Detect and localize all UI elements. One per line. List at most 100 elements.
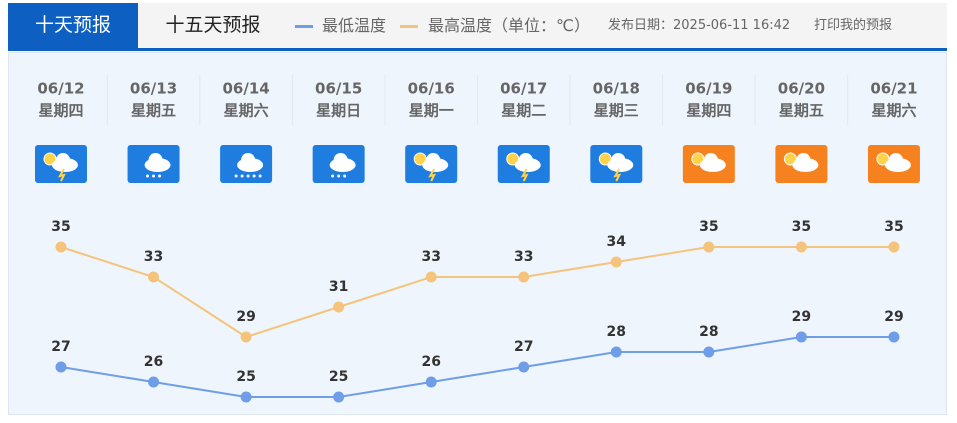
- date-label: 06/20: [778, 80, 825, 98]
- cloud: [796, 153, 811, 167]
- tab[interactable]: 十五天预报: [165, 14, 261, 36]
- value-label: 33: [421, 249, 440, 265]
- series-line: [60, 246, 894, 339]
- value-label: 27: [51, 339, 70, 355]
- bolt: [57, 168, 66, 182]
- value-label: 35: [792, 219, 811, 235]
- date-label: 06/19: [685, 80, 732, 98]
- sun: [598, 152, 612, 166]
- value-label: 26: [421, 354, 440, 370]
- weekday-label: 星期六: [871, 102, 916, 120]
- point: [703, 346, 715, 358]
- cloud: [56, 153, 70, 167]
- value-label: 28: [607, 324, 626, 340]
- point: [333, 301, 345, 313]
- header: 十天预报 十五天预报 最低温度 最高温度（单位：℃） 发布日期：2025-06-…: [8, 3, 947, 51]
- weekday-label: 星期五: [131, 102, 176, 120]
- point: [148, 271, 160, 283]
- value-label: 29: [236, 309, 255, 325]
- drop: [337, 174, 341, 178]
- cloud: [703, 153, 718, 167]
- date-label: 06/17: [500, 80, 547, 98]
- weekday-label: 星期四: [686, 102, 731, 120]
- point: [425, 271, 437, 283]
- sun: [413, 152, 427, 166]
- point: [888, 331, 900, 343]
- cloud: [888, 153, 903, 167]
- point: [795, 241, 807, 253]
- drop: [152, 174, 156, 178]
- value-label: 28: [699, 324, 718, 340]
- point: [240, 331, 252, 343]
- sun: [691, 152, 705, 166]
- value-label: 26: [144, 354, 163, 370]
- value-label: 25: [236, 369, 255, 385]
- tab[interactable]: 十天预报: [8, 3, 138, 48]
- weekday-label: 星期二: [501, 102, 546, 120]
- value-label: 35: [699, 219, 718, 235]
- cloud: [518, 153, 533, 167]
- point: [888, 241, 900, 253]
- point: [518, 271, 530, 283]
- date-label: 06/16: [408, 80, 455, 98]
- point: [425, 376, 437, 388]
- value-label: 35: [884, 219, 903, 235]
- point: [55, 361, 67, 373]
- legend-label: 最低温度: [322, 16, 387, 35]
- point: [703, 241, 715, 253]
- value-label: 27: [514, 339, 533, 355]
- weekday-label: 星期五: [779, 102, 824, 120]
- value-label: 29: [884, 309, 903, 325]
- point: [610, 256, 622, 268]
- date-label: 06/15: [315, 80, 362, 98]
- weather-icon: [682, 145, 735, 183]
- sun: [506, 152, 520, 166]
- weather-icon: [775, 145, 828, 183]
- legend-label: 最高温度（单位：℃）: [428, 16, 590, 35]
- sun: [876, 152, 890, 166]
- point: [333, 391, 345, 403]
- point: [55, 241, 67, 253]
- drop: [252, 174, 256, 178]
- point: [240, 391, 252, 403]
- drop: [343, 174, 347, 178]
- bolt: [520, 168, 529, 182]
- weather-icon: [220, 145, 273, 183]
- weather-icon: [590, 145, 643, 183]
- publish-info: 发布日期：2025-06-11 16:42: [608, 18, 791, 33]
- drop: [331, 174, 335, 178]
- cloud: [148, 153, 163, 167]
- point: [518, 361, 530, 373]
- weekday-label: 星期四: [38, 102, 83, 120]
- date-label: 06/14: [222, 80, 269, 98]
- drop: [158, 174, 162, 178]
- bolt: [613, 168, 622, 182]
- drop: [234, 174, 238, 178]
- point: [795, 331, 807, 343]
- drop: [146, 174, 150, 178]
- value-label: 33: [144, 249, 163, 265]
- value-label: 29: [792, 309, 811, 325]
- date-label: 06/18: [593, 80, 640, 98]
- legend-swatch: [400, 25, 418, 28]
- value-label: 34: [607, 234, 627, 250]
- bolt: [428, 168, 437, 182]
- print-link[interactable]: 打印我的预报: [814, 18, 893, 33]
- weather-icon: [127, 145, 180, 183]
- series-line: [60, 336, 894, 398]
- sun: [783, 152, 797, 166]
- cloud: [426, 153, 441, 167]
- point: [610, 346, 622, 358]
- cloud: [333, 153, 348, 167]
- cloud: [611, 153, 626, 167]
- weekday-label: 星期六: [224, 102, 269, 120]
- cloud: [241, 153, 256, 167]
- weekday-label: 星期日: [316, 102, 361, 120]
- date-label: 06/13: [130, 80, 177, 98]
- value-label: 31: [329, 279, 348, 295]
- value-label: 33: [514, 249, 533, 265]
- weather-icon: [405, 145, 458, 183]
- drop: [246, 174, 250, 178]
